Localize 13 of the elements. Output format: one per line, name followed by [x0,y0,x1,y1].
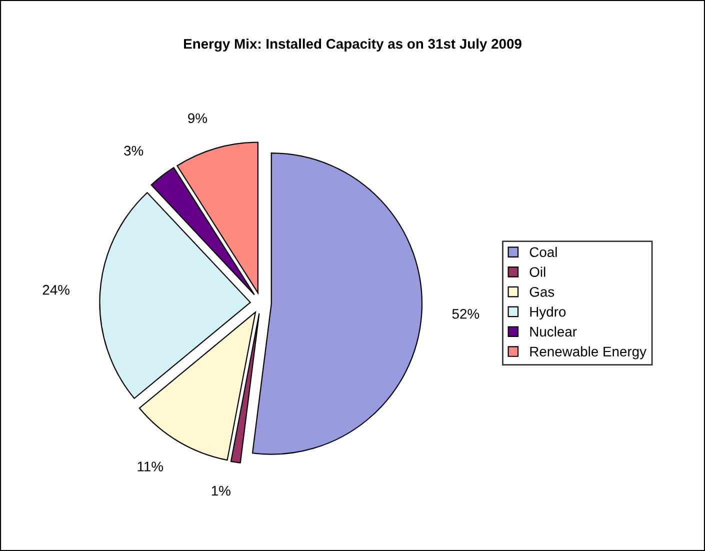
data-label: 3% [124,146,144,156]
data-label: 52% [452,308,480,319]
legend-label: Oil [530,266,546,277]
legend-label: Renewable Energy [530,346,646,360]
legend-label: Nuclear [530,326,577,337]
data-label: 1% [212,486,230,496]
legend-label: Gas [530,286,554,297]
legend-label: Hydro [530,306,566,320]
data-label: 9% [188,113,207,124]
data-label: 11% [138,462,163,472]
legend-label: Coal [530,246,557,258]
data-label: 24% [42,284,70,295]
chart-title: Energy Mix: Installed Capacity as on 31st July 2009 [184,38,522,52]
